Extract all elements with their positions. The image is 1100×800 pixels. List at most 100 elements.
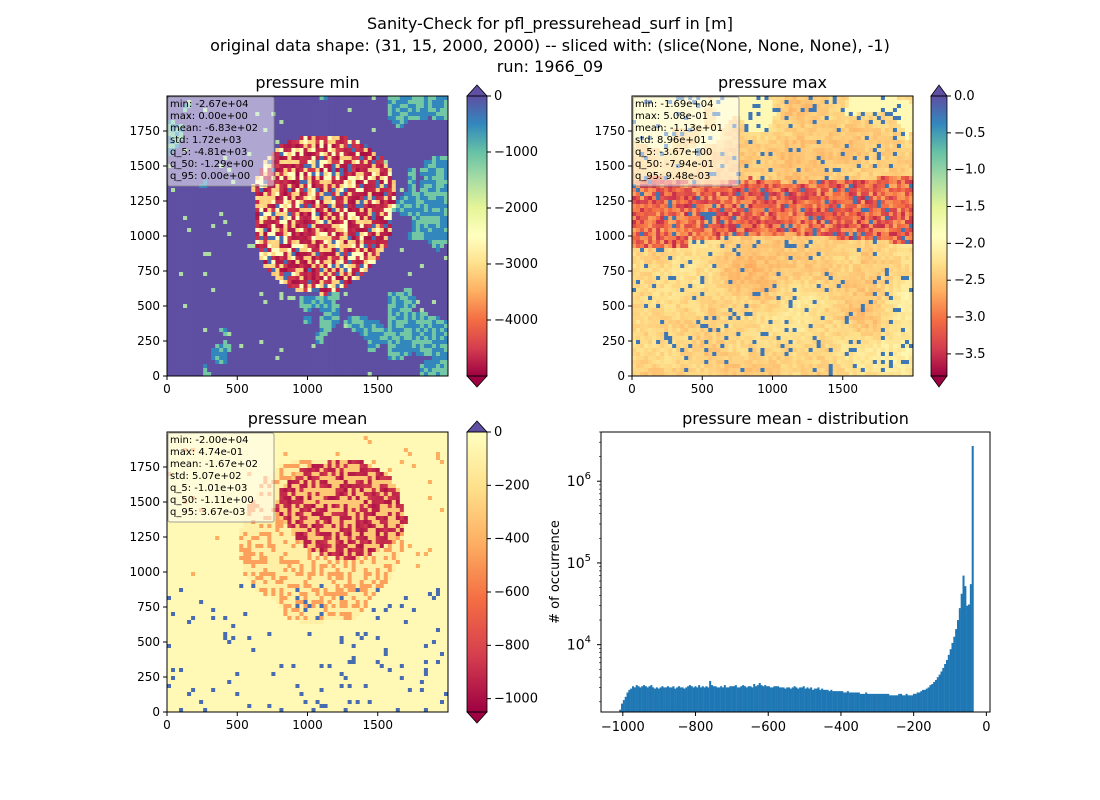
heatmap-cell (423, 328, 429, 333)
heatmap-cell (299, 200, 304, 205)
heatmap-cell (343, 244, 349, 249)
heatmap-cell (231, 332, 236, 337)
heatmap-cell (263, 280, 268, 285)
heatmap-cell (379, 352, 385, 357)
heatmap-cell (283, 320, 288, 325)
heatmap-cell (215, 332, 220, 337)
heatmap-cell (175, 232, 180, 237)
heatmap-cell (263, 372, 268, 377)
heatmap-cell (175, 208, 180, 213)
heatmap-cell (303, 144, 308, 149)
heatmap-cell (431, 104, 437, 109)
heatmap-cell (303, 104, 308, 109)
heatmap-cell (443, 212, 449, 217)
heatmap-cell (415, 172, 421, 177)
heatmap-cell (275, 268, 280, 273)
heatmap-cell (431, 244, 437, 249)
heatmap-cell (387, 220, 393, 225)
heatmap-cell (267, 196, 272, 201)
heatmap-cell (275, 216, 280, 221)
heatmap-cell (375, 320, 381, 325)
heatmap-cell (331, 300, 336, 305)
heatmap-cell (371, 228, 377, 233)
heatmap-cell (171, 188, 176, 193)
heatmap-cell (339, 344, 345, 349)
heatmap-cell (359, 248, 365, 253)
heatmap-cell (335, 108, 341, 113)
heatmap-cell (259, 308, 264, 313)
heatmap-cell (335, 232, 341, 237)
heatmap-cell (335, 260, 341, 265)
heatmap-cell (415, 352, 421, 357)
heatmap-cell (227, 204, 232, 209)
heatmap-cell (387, 164, 393, 169)
heatmap-cell (323, 276, 328, 281)
heatmap-cell (251, 360, 256, 365)
heatmap-cell (347, 248, 353, 253)
heatmap-cell (315, 152, 320, 157)
heatmap-cell (175, 280, 180, 285)
heatmap-cell (439, 260, 445, 265)
heatmap-cell (347, 332, 353, 337)
heatmap-cell (383, 304, 389, 309)
heatmap-cell (271, 188, 276, 193)
heatmap-cell (399, 176, 405, 181)
heatmap-cell (255, 368, 260, 373)
heatmap-cell (299, 156, 304, 161)
heatmap-cell (203, 312, 208, 317)
heatmap-cell (407, 104, 413, 109)
heatmap-cell (179, 232, 184, 237)
heatmap-cell (343, 152, 349, 157)
heatmap-cell (331, 304, 336, 309)
heatmap-cell (227, 188, 232, 193)
heatmap-cell (379, 336, 385, 341)
heatmap-cell (403, 232, 409, 237)
heatmap-cell (303, 112, 308, 117)
heatmap-cell (371, 204, 377, 209)
heatmap-cell (215, 272, 220, 277)
heatmap-cell (407, 336, 413, 341)
heatmap-cell (435, 256, 441, 261)
heatmap-cell (243, 260, 248, 265)
heatmap-cell (263, 248, 268, 253)
heatmap-cell (375, 324, 381, 329)
heatmap-cell (359, 116, 365, 121)
heatmap-cell (427, 124, 433, 129)
heatmap-cell (371, 184, 377, 189)
heatmap-cell (423, 320, 429, 325)
heatmap-cell (175, 200, 180, 205)
heatmap-cell (275, 320, 280, 325)
heatmap-cell (399, 368, 405, 373)
heatmap-cell (335, 248, 341, 253)
heatmap-cell (211, 244, 216, 249)
heatmap-cell (431, 232, 437, 237)
heatmap-cell (263, 356, 268, 361)
heatmap-cell (391, 160, 397, 165)
heatmap-cell (199, 320, 204, 325)
heatmap-cell (295, 240, 300, 245)
heatmap-cell (363, 120, 369, 125)
heatmap-cell (375, 232, 381, 237)
heatmap-cell (187, 372, 192, 377)
heatmap-cell (419, 332, 425, 337)
heatmap-cell (331, 196, 336, 201)
heatmap-cell (311, 232, 316, 237)
heatmap-cell (407, 272, 413, 277)
heatmap-cell (303, 232, 308, 237)
heatmap-cell (223, 332, 228, 337)
heatmap-image (167, 96, 449, 377)
heatmap-cell (383, 168, 389, 173)
heatmap-cell (247, 292, 252, 297)
heatmap-cell (235, 260, 240, 265)
heatmap-cell (387, 316, 393, 321)
heatmap-cell (179, 364, 184, 369)
heatmap-cell (307, 164, 312, 169)
heatmap-cell (419, 196, 425, 201)
heatmap-cell (403, 340, 409, 345)
heatmap-cell (363, 236, 369, 241)
heatmap-cell (395, 224, 401, 229)
heatmap-cell (339, 160, 345, 165)
heatmap-cell (259, 188, 264, 193)
heatmap-cell (287, 184, 292, 189)
heatmap-cell (339, 128, 345, 133)
